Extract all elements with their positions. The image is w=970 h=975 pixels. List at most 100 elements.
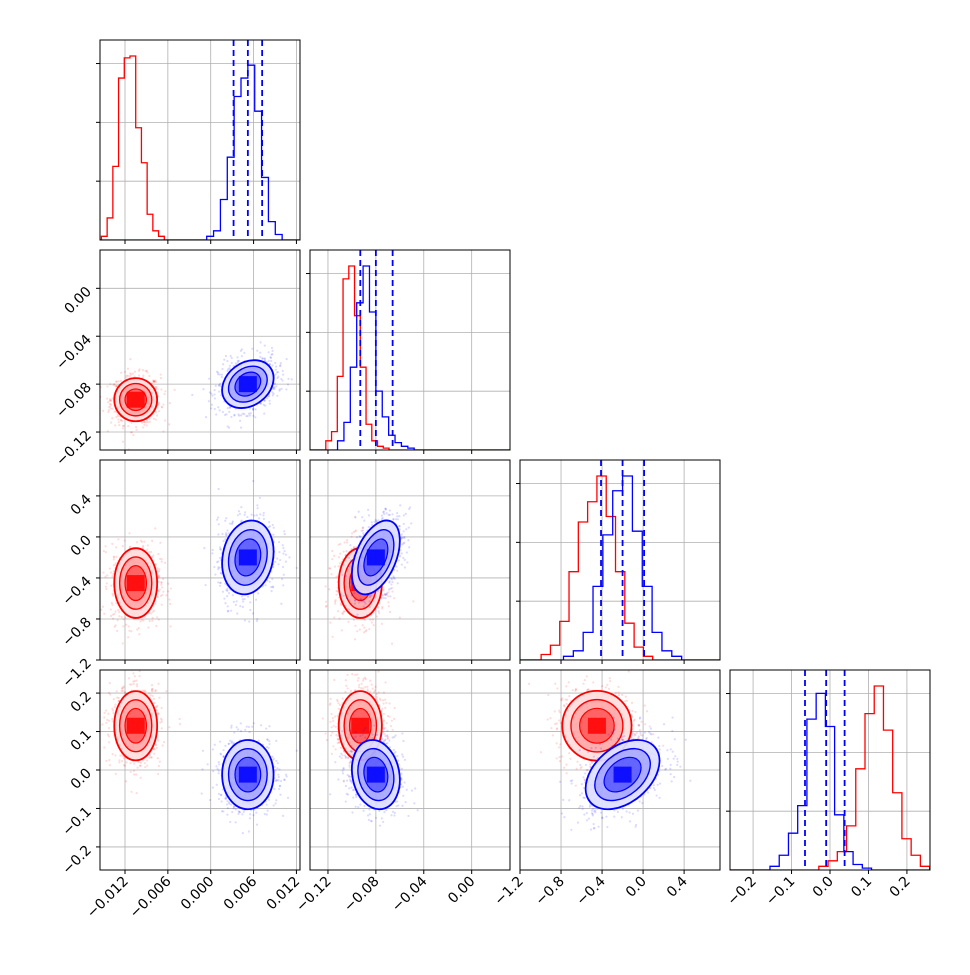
scatter-point — [150, 694, 152, 696]
scatter-point — [160, 584, 162, 586]
scatter-point — [149, 421, 151, 423]
scatter-point — [110, 615, 112, 617]
scatter-point — [158, 619, 160, 621]
histogram-series-0 — [100, 56, 300, 240]
scatter-point — [274, 561, 276, 563]
scatter-point — [278, 551, 280, 553]
scatter-point — [118, 380, 120, 382]
scatter-point — [405, 513, 407, 515]
scatter-point — [133, 683, 135, 685]
scatter-point — [358, 511, 360, 513]
scatter-point — [259, 352, 261, 354]
scatter-point — [356, 614, 358, 616]
scatter-point — [263, 518, 265, 520]
scatter-point — [140, 762, 142, 764]
scatter-point — [280, 378, 282, 380]
scatter-point — [160, 373, 162, 375]
scatter-point — [368, 628, 370, 630]
scatter-point — [271, 578, 273, 580]
scatter-point — [157, 773, 159, 775]
scatter-point — [162, 578, 164, 580]
y-tick-label: −0.04 — [53, 332, 95, 374]
scatter-point — [107, 734, 109, 736]
scatter-point — [361, 516, 363, 518]
scatter-point — [259, 356, 261, 358]
scatter-point — [277, 376, 279, 378]
scatter-point — [282, 547, 284, 549]
scatter-point — [114, 624, 116, 626]
scatter-point — [338, 556, 340, 558]
scatter-point — [240, 427, 242, 429]
scatter-point — [151, 619, 153, 621]
scatter-point — [229, 523, 231, 525]
scatter-point — [157, 713, 159, 715]
scatter-point — [346, 539, 348, 541]
scatter-point — [358, 602, 360, 604]
scatter-point — [273, 527, 275, 529]
scatter-point — [398, 559, 400, 561]
scatter-point — [339, 602, 341, 604]
panel-content — [92, 250, 300, 451]
scatter-point — [212, 549, 214, 551]
scatter-point — [369, 619, 371, 621]
scatter-point — [121, 687, 123, 689]
scatter-point — [133, 763, 135, 765]
scatter-point — [398, 515, 400, 517]
scatter-point — [354, 638, 356, 640]
scatter-point — [211, 404, 213, 406]
scatter-point — [271, 353, 273, 355]
scatter-point — [109, 568, 111, 570]
scatter-point — [359, 536, 361, 538]
scatter-point — [111, 543, 113, 545]
scatter-point — [268, 521, 270, 523]
scatter-point — [151, 695, 153, 697]
scatter-point — [325, 606, 327, 608]
scatter-point — [228, 427, 230, 429]
scatter-point — [339, 552, 341, 554]
y-tick-label: 0.0 — [68, 532, 95, 559]
scatter-point — [330, 573, 332, 575]
scatter-point — [351, 595, 353, 597]
scatter-point — [160, 581, 162, 583]
scatter-point — [106, 574, 108, 576]
scatter-point — [405, 528, 407, 530]
scatter-point — [412, 600, 414, 602]
scatter-point — [349, 544, 351, 546]
scatter-point — [274, 362, 276, 364]
scatter-point — [376, 615, 378, 617]
scatter-point — [118, 611, 120, 613]
scatter-point — [153, 753, 155, 755]
scatter-point — [277, 563, 279, 565]
scatter-point — [408, 508, 410, 510]
scatter-point — [276, 395, 278, 397]
scatter-point — [132, 672, 134, 674]
scatter-point — [283, 574, 285, 576]
scatter-point — [136, 541, 138, 543]
scatter-point — [124, 616, 126, 618]
scatter-point — [353, 547, 355, 549]
scatter-point — [287, 378, 289, 380]
scatter-point — [218, 523, 220, 525]
scatter-point — [269, 581, 271, 583]
scatter-point — [325, 601, 327, 603]
scatter-point — [129, 546, 131, 548]
scatter-point — [408, 527, 410, 529]
scatter-point — [124, 540, 126, 542]
scatter-point — [155, 625, 157, 627]
scatter-point — [139, 670, 141, 672]
scatter-point — [134, 675, 136, 677]
scatter-point — [218, 391, 220, 393]
scatter-point — [262, 357, 264, 359]
scatter-point — [288, 556, 290, 558]
scatter-point — [291, 378, 293, 380]
scatter-point — [397, 582, 399, 584]
scatter-point — [133, 773, 135, 775]
panel-0-0 — [96, 40, 300, 244]
scatter-point — [222, 591, 224, 593]
scatter-point — [339, 562, 341, 564]
scatter-point — [215, 385, 217, 387]
scatter-point — [251, 514, 253, 516]
scatter-point — [130, 431, 132, 433]
panel-2-2 — [516, 460, 720, 664]
panel-content — [100, 40, 300, 240]
